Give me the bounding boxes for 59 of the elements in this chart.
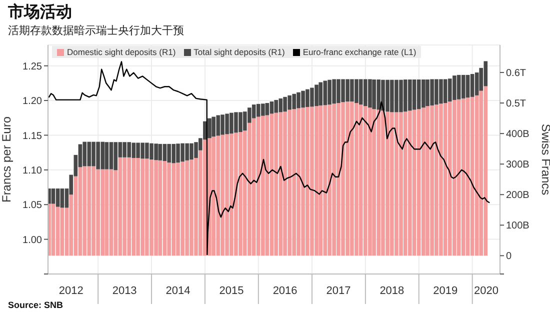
y2-tick-label: 200B — [506, 190, 530, 202]
y-tick-label: 1.15 — [22, 130, 42, 142]
bar — [51, 204, 56, 256]
bar — [109, 142, 114, 170]
bar — [104, 169, 109, 256]
y-axis-title: Francs per Euro — [0, 116, 14, 203]
bar — [265, 115, 270, 256]
legend-label: Domestic sight deposits (R1) — [67, 47, 176, 57]
source-note: Source: SNB — [8, 300, 64, 310]
y2-tick-label: 0.6T — [506, 68, 526, 80]
legend-label: Total sight deposits (R1) — [194, 47, 285, 57]
bar — [318, 105, 323, 256]
y-tick-label: 1.00 — [22, 234, 42, 246]
y2-tick-label: 300B — [506, 160, 530, 171]
x-tick-label: 2017 — [326, 285, 351, 297]
bar — [318, 82, 323, 106]
x-tick-label: 2019 — [433, 285, 458, 297]
bar — [270, 114, 274, 256]
bar — [60, 188, 64, 208]
bar — [78, 167, 82, 256]
x-tick-label: 2018 — [380, 285, 404, 297]
y2-tick-label: 0.5T — [506, 98, 526, 110]
y2-tick-label: 100B — [506, 220, 530, 232]
y-tick-label: 1.10 — [22, 165, 42, 176]
y2-tick-label: 400B — [506, 129, 530, 140]
y2-tick-label: 0 — [506, 251, 512, 262]
x-tick-label: 2015 — [219, 285, 244, 297]
bar — [461, 98, 466, 256]
bar — [474, 72, 479, 96]
bar — [466, 74, 470, 98]
x-tick-label: 2020 — [474, 285, 498, 297]
bar — [56, 188, 60, 207]
bar — [158, 160, 162, 256]
y-tick-label: 1.20 — [22, 96, 42, 108]
bar — [265, 103, 270, 116]
y2-axis-title: Swiss Francs — [538, 124, 550, 196]
y-tick-label: 1.05 — [22, 200, 42, 212]
bar — [461, 74, 466, 98]
legend-label: Euro-franc exchange rate (L1) — [302, 47, 416, 57]
bar — [466, 98, 470, 256]
y-tick-label: 1.25 — [22, 61, 42, 72]
bar — [56, 206, 60, 256]
bar — [114, 142, 118, 170]
chart-subtitle: 活期存款数据暗示瑞士央行加大干预 — [8, 24, 184, 38]
chart-title: 市场活动 — [8, 2, 72, 23]
bar — [109, 169, 114, 256]
line-series — [48, 61, 490, 256]
bar — [60, 208, 64, 256]
bar — [274, 112, 278, 256]
x-tick-label: 2016 — [272, 285, 298, 297]
bar — [158, 144, 162, 160]
bar — [270, 101, 274, 114]
x-tick-label: 2013 — [112, 285, 137, 297]
bar — [274, 100, 278, 113]
x-tick-label: 2012 — [58, 285, 84, 297]
bar — [51, 188, 56, 204]
bar — [474, 95, 479, 256]
bar — [104, 142, 109, 170]
x-tick-label: 2014 — [166, 285, 190, 297]
